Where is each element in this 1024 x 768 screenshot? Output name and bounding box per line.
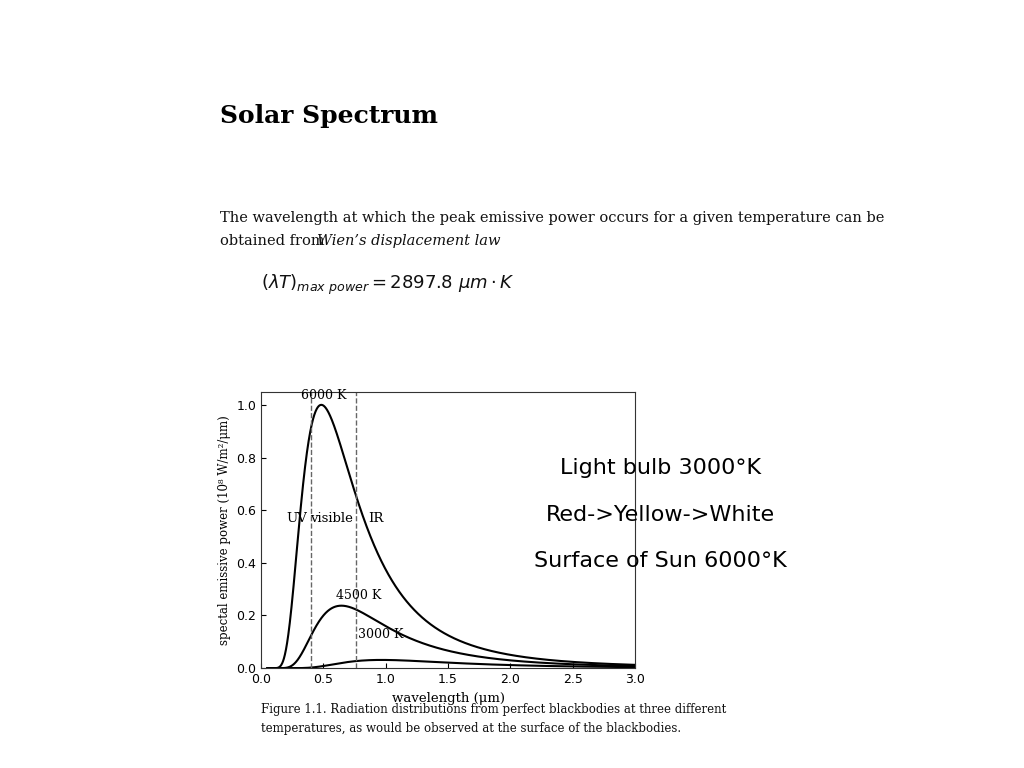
Text: visible: visible — [310, 511, 353, 525]
Text: Red->Yellow->White: Red->Yellow->White — [546, 505, 775, 525]
Text: Wien’s displacement law: Wien’s displacement law — [317, 234, 501, 248]
Y-axis label: spectal emissive power (10⁸ W/m²/μm): spectal emissive power (10⁸ W/m²/μm) — [218, 415, 230, 645]
Text: obtained from: obtained from — [220, 234, 330, 248]
Text: 3000 K: 3000 K — [358, 627, 403, 641]
X-axis label: wavelength (μm): wavelength (μm) — [391, 691, 505, 704]
Text: Surface of Sun 6000°K: Surface of Sun 6000°K — [535, 551, 786, 571]
Text: temperatures, as would be observed at the surface of the blackbodies.: temperatures, as would be observed at th… — [261, 722, 681, 735]
Text: Figure 1.1. Radiation distributions from perfect blackbodies at three different: Figure 1.1. Radiation distributions from… — [261, 703, 726, 716]
Text: 6000 K: 6000 K — [301, 389, 346, 402]
Text: $(\lambda T)_{max\ power} = 2897.8\ \mu m \cdot K$: $(\lambda T)_{max\ power} = 2897.8\ \mu … — [261, 273, 515, 297]
Text: UV: UV — [286, 511, 307, 525]
Text: Solar Spectrum: Solar Spectrum — [220, 104, 438, 127]
Text: Light bulb 3000°K: Light bulb 3000°K — [560, 458, 761, 478]
Text: 4500 K: 4500 K — [336, 589, 381, 602]
Text: IR: IR — [368, 511, 383, 525]
Text: The wavelength at which the peak emissive power occurs for a given temperature c: The wavelength at which the peak emissiv… — [220, 211, 885, 225]
